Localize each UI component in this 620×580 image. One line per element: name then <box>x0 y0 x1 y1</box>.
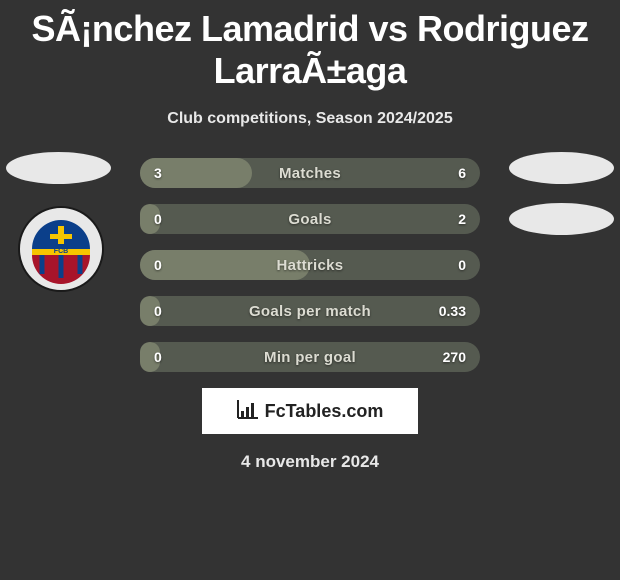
fctables-logo[interactable]: FcTables.com <box>202 388 418 434</box>
stat-right-value: 0.33 <box>430 303 466 319</box>
stat-label: Goals <box>190 211 430 228</box>
stat-row: 3Matches6 <box>140 158 480 188</box>
stat-label: Matches <box>190 165 430 182</box>
stat-label: Min per goal <box>190 349 430 366</box>
stat-row: 0Hattricks0 <box>140 250 480 280</box>
stats-table: 3Matches60Goals20Hattricks00Goals per ma… <box>140 158 480 372</box>
stat-row: 0Min per goal270 <box>140 342 480 372</box>
stat-left-value: 3 <box>154 165 190 181</box>
stat-row: 0Goals per match0.33 <box>140 296 480 326</box>
stat-left-value: 0 <box>154 257 190 273</box>
stat-label: Hattricks <box>190 257 430 274</box>
page-subtitle: Club competitions, Season 2024/2025 <box>0 110 620 128</box>
content-area: FCB 3Matches60Goals20Hattricks00Goals pe… <box>0 158 620 472</box>
stat-right-value: 2 <box>430 211 466 227</box>
club-badge-icon: FCB <box>18 206 104 292</box>
bar-chart-icon <box>237 399 259 424</box>
left-player-ellipse <box>6 152 111 184</box>
stat-right-value: 6 <box>430 165 466 181</box>
right-player-ellipse-1 <box>509 152 614 184</box>
stat-right-value: 0 <box>430 257 466 273</box>
stat-row: 0Goals2 <box>140 204 480 234</box>
svg-text:FCB: FCB <box>54 248 68 255</box>
stat-left-value: 0 <box>154 211 190 227</box>
right-player-ellipse-2 <box>509 203 614 235</box>
date-label: 4 november 2024 <box>0 452 620 472</box>
stat-label: Goals per match <box>190 303 430 320</box>
stat-left-value: 0 <box>154 303 190 319</box>
page-title: SÃ¡nchez Lamadrid vs Rodriguez LarraÃ±ag… <box>0 0 620 92</box>
stat-right-value: 270 <box>430 349 466 365</box>
stat-left-value: 0 <box>154 349 190 365</box>
fctables-logo-text: FcTables.com <box>265 401 384 422</box>
